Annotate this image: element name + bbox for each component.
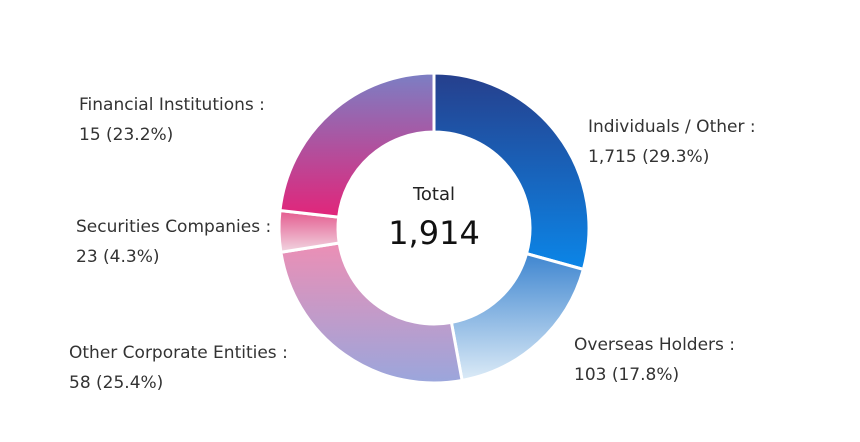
slice-individuals-other: [432, 71, 591, 272]
donut-slices: [277, 71, 591, 385]
legend-label-other-corporate-entities: Other Corporate Entities : 58 (25.4%): [69, 338, 288, 398]
slice-other-corporate-entities: [279, 241, 464, 385]
slice-value-securities-companies: 23 (4.3%): [76, 247, 160, 267]
slice-financial-institutions: [278, 71, 436, 219]
slice-overseas-holders: [449, 251, 586, 383]
slice-value-overseas-holders: 103 (17.8%): [574, 365, 680, 385]
legend-label-individuals-other: Individuals / Other : 1,715 (29.3%): [588, 112, 756, 172]
slice-value-other-corporate-entities: 58 (25.4%): [69, 373, 164, 393]
slice-name-individuals-other: Individuals / Other :: [588, 117, 756, 137]
slice-name-overseas-holders: Overseas Holders :: [574, 335, 736, 355]
slice-name-other-corporate-entities: Other Corporate Entities :: [69, 343, 288, 363]
center-total-label: Total: [412, 184, 456, 205]
legend-label-financial-institutions: Financial Institutions : 15 (23.2%): [79, 90, 265, 150]
slice-name-securities-companies: Securities Companies :: [76, 217, 272, 237]
center-total-value: 1,914: [388, 214, 480, 252]
slice-value-financial-institutions: 15 (23.2%): [79, 125, 174, 145]
slice-name-financial-institutions: Financial Institutions :: [79, 95, 265, 115]
legend-label-overseas-holders: Overseas Holders : 103 (17.8%): [574, 330, 735, 390]
legend-label-securities-companies: Securities Companies : 23 (4.3%): [76, 212, 271, 272]
slice-value-individuals-other: 1,715 (29.3%): [588, 147, 710, 167]
